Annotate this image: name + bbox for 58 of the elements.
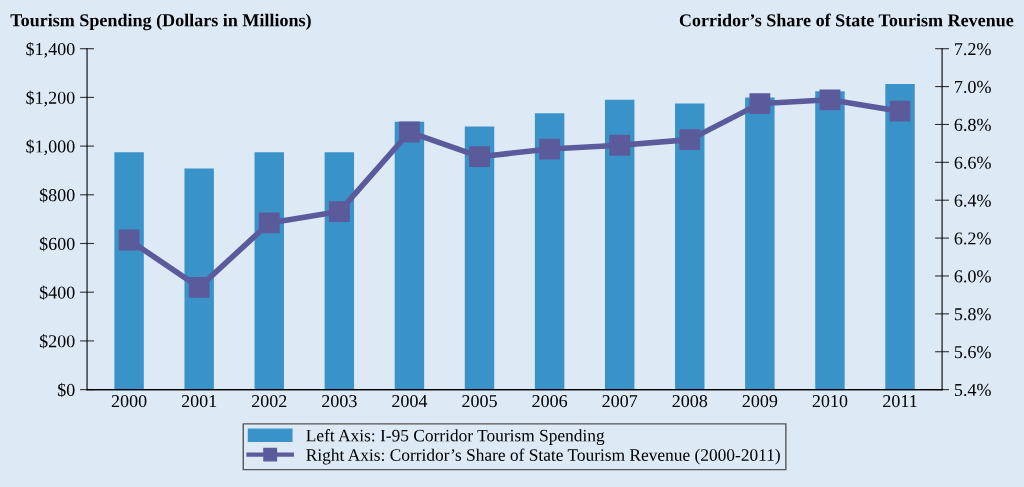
y2-tick-label: 6.6% [954, 156, 991, 169]
y-tick-label: $0 [57, 382, 75, 398]
y-tick-label: $1,000 [26, 139, 75, 156]
y2-tick-label: 6.8% [954, 118, 991, 131]
y-tick-label: $200 [39, 334, 75, 349]
point [399, 121, 420, 143]
point [889, 100, 911, 122]
bar [745, 97, 775, 390]
y-tick-label: $400 [39, 285, 75, 300]
y-tick-label: $600 [39, 236, 75, 252]
point [258, 212, 280, 234]
bar [254, 152, 284, 390]
y2-tick-label: 7.2% [955, 42, 991, 56]
x-tick-label: 2006 [532, 394, 568, 408]
y-tick-label: $1,200 [26, 90, 75, 107]
y-tick-label: $1,400 [26, 41, 75, 58]
bar [114, 152, 144, 390]
point [328, 201, 350, 222]
bar [464, 126, 495, 390]
bar [534, 113, 565, 390]
x-tick-label: 2000 [111, 394, 147, 408]
point [749, 93, 771, 115]
y2-tick-label: 7.0% [955, 80, 991, 94]
point [609, 134, 631, 156]
x-tick-label: 2005 [462, 394, 497, 408]
y2-tick-label: 5.4% [954, 383, 991, 397]
x-tick-label: 2002 [252, 394, 287, 408]
point [679, 129, 701, 151]
point [188, 276, 210, 298]
point [539, 138, 561, 160]
y2-tick-label: 5.8% [954, 308, 991, 321]
y2-axis-title: Corridor’s Share of State Tourism Revenue [679, 13, 1014, 27]
x-tick-label: 2010 [812, 394, 848, 408]
point [118, 229, 140, 251]
bar [815, 91, 845, 390]
bar [604, 99, 635, 390]
bar [184, 168, 214, 390]
bar [675, 103, 705, 390]
x-tick-label: 2003 [322, 394, 357, 408]
y2-tick-label: 6.2% [954, 232, 991, 245]
y2-tick-label: 6.4% [954, 194, 991, 207]
legend-label: Right Axis: Corridor’s Share of State Tourism Revenue (2000-2011) [306, 448, 780, 465]
legend-label: Left Axis: I-95 Corridor Tourism Spending [306, 429, 605, 446]
bar [394, 121, 425, 390]
bar [885, 84, 915, 390]
y2-tick-label: 6.0% [954, 270, 991, 283]
x-tick-label: 2009 [742, 394, 778, 408]
x-tick-label: 2011 [883, 394, 917, 408]
x-tick-label: 2008 [672, 394, 708, 408]
x-tick-label: 2001 [181, 394, 217, 408]
y-tick-label: $800 [39, 187, 75, 203]
bar [324, 152, 355, 390]
x-tick-label: 2004 [392, 394, 428, 408]
y-axis-title: Tourism Spending (Dollars in Millions) [10, 13, 311, 31]
x-tick-label: 2007 [602, 394, 638, 408]
point [469, 146, 490, 168]
point [819, 89, 841, 111]
y2-tick-label: 5.6% [954, 345, 991, 359]
